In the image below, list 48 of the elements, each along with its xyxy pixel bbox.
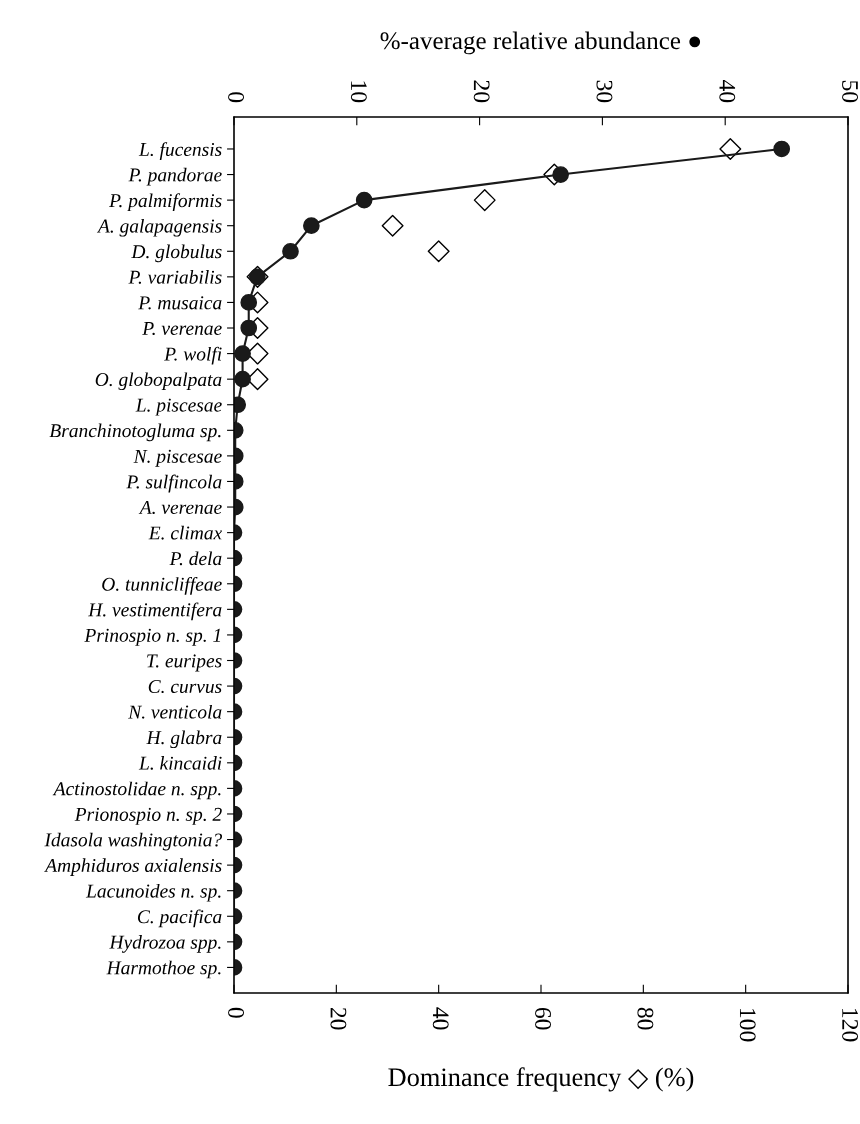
- y-tick-label: P. dela: [169, 551, 222, 566]
- y-tick-label: Prionospio n. sp. 2: [74, 807, 222, 825]
- x-tick-label: 80: [637, 1007, 654, 1030]
- y-tick-label: Harmothoe sp.: [106, 960, 221, 979]
- y-tick-label: Lacunoides n. sp.: [85, 883, 221, 902]
- y-tick-label: H. glabra: [146, 730, 222, 749]
- y-tick-label: P. verenae: [142, 322, 222, 336]
- x-tick-label: 20: [330, 1007, 347, 1030]
- x2-tick-label: 20: [473, 80, 490, 103]
- y-tick-label: Prinospio n. sp. 1: [84, 628, 221, 646]
- y-tick-label: A. galapagensis: [96, 218, 222, 237]
- y-tick-label: C. pacifica: [137, 909, 222, 928]
- y-tick-label: O. tunnicliffeae: [102, 576, 222, 595]
- y-tick-label: E. climax: [148, 525, 223, 540]
- y-tick-label: Amphiduros axialensis: [44, 858, 222, 876]
- y-tick-label: O. globopalpata: [95, 372, 222, 391]
- x2-tick-label: 0: [228, 92, 245, 103]
- x-tick-label: 0: [228, 1007, 245, 1018]
- y-tick-label: L. fucensis: [138, 142, 222, 160]
- y-tick-label: Hydrozoa spp.: [109, 935, 221, 953]
- x-tick-label: 40: [432, 1007, 449, 1030]
- y-tick-label: Actinostolidae n. spp.: [52, 781, 221, 800]
- y-tick-label: Idasola washingtonia?: [44, 832, 223, 851]
- y-tick-label: Branchinotogluma sp.: [49, 423, 221, 442]
- y-tick-label: P. sulfincola: [126, 474, 222, 493]
- y-tick-label: T. euripes: [147, 654, 222, 672]
- y-tick-label: D. globulus: [131, 244, 222, 263]
- x2-tick-label: 30: [596, 80, 613, 103]
- y-tick-label: P. wolfi: [164, 346, 222, 365]
- x-tick-label: 120: [842, 1008, 859, 1042]
- x-axis-title: Dominance frequency ◇ (%): [388, 1067, 694, 1092]
- y-tick-label: P. variabilis: [128, 270, 222, 284]
- y-tick-label: L. piscesae: [135, 398, 222, 416]
- x-tick-label: 100: [739, 1008, 756, 1042]
- x2-axis-title: %-average relative abundance ●: [380, 31, 701, 55]
- y-tick-label: N. venticola: [128, 704, 222, 719]
- y-tick-label: P. pandorae: [128, 167, 222, 186]
- x2-tick-label: 10: [350, 81, 367, 103]
- x-tick-label: 60: [535, 1007, 552, 1030]
- x2-tick-label: 50: [842, 80, 859, 103]
- y-tick-label: H. vestimentifera: [88, 602, 222, 621]
- y-tick-label: P. musaica: [138, 296, 222, 310]
- y-tick-label: N. piscesae: [133, 449, 222, 467]
- y-tick-label: L. kincaidi: [138, 756, 222, 770]
- y-tick-label: A. verenae: [138, 500, 222, 515]
- x2-tick-label: 40: [719, 79, 736, 103]
- y-tick-label: P. palmiformis: [109, 193, 222, 212]
- y-tick-label: C. curvus: [148, 679, 222, 694]
